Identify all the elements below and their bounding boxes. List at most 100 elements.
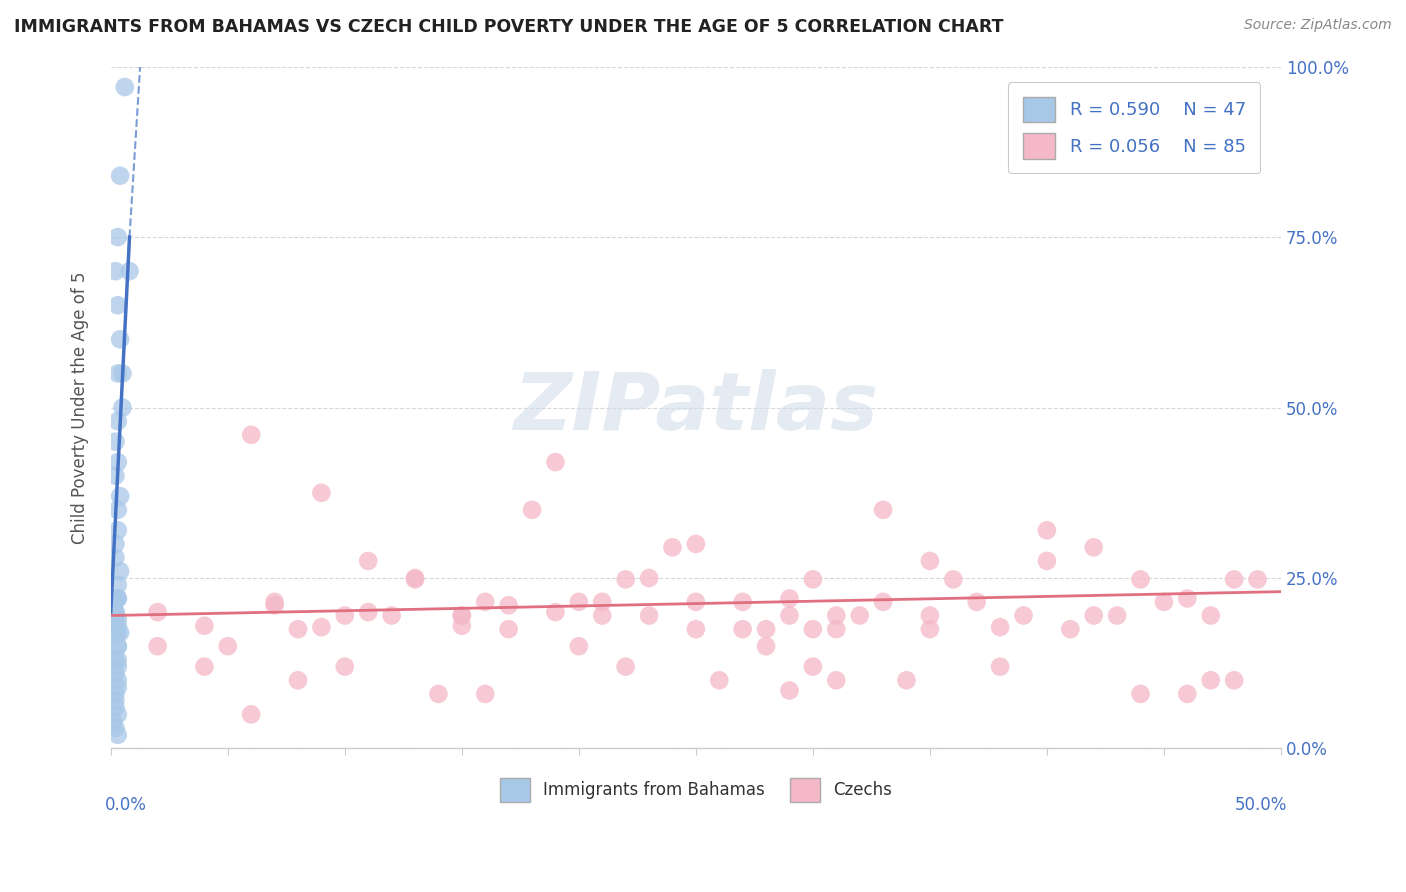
Point: [848, 608, 870, 623]
Point: [107, 503, 129, 517]
Point: [104, 591, 127, 606]
Point: [404, 573, 426, 587]
Point: [825, 608, 848, 623]
Point: [1175, 591, 1198, 606]
Point: [104, 605, 127, 619]
Point: [107, 639, 129, 653]
Point: [357, 554, 380, 568]
Point: [638, 608, 661, 623]
Point: [146, 639, 169, 653]
Point: [107, 367, 129, 381]
Text: 50.0%: 50.0%: [1234, 797, 1286, 814]
Point: [520, 503, 543, 517]
Point: [918, 554, 941, 568]
Point: [614, 659, 637, 673]
Point: [872, 595, 894, 609]
Point: [801, 622, 824, 636]
Point: [193, 619, 215, 633]
Text: IMMIGRANTS FROM BAHAMAS VS CZECH CHILD POVERTY UNDER THE AGE OF 5 CORRELATION CH: IMMIGRANTS FROM BAHAMAS VS CZECH CHILD P…: [14, 18, 1004, 36]
Point: [107, 414, 129, 428]
Point: [104, 700, 127, 714]
Point: [104, 687, 127, 701]
Point: [1059, 622, 1081, 636]
Point: [779, 608, 801, 623]
Point: [801, 659, 824, 673]
Point: [450, 619, 472, 633]
Point: [107, 523, 129, 537]
Point: [104, 537, 127, 551]
Point: [988, 659, 1011, 673]
Point: [755, 639, 778, 653]
Point: [108, 564, 131, 578]
Point: [731, 595, 754, 609]
Point: [104, 694, 127, 708]
Legend: Immigrants from Bahamas, Czechs: Immigrants from Bahamas, Czechs: [494, 772, 898, 808]
Point: [544, 605, 567, 619]
Point: [801, 573, 824, 587]
Point: [311, 620, 333, 634]
Point: [1083, 608, 1105, 623]
Point: [404, 571, 426, 585]
Point: [107, 619, 129, 633]
Point: [107, 230, 129, 244]
Point: [872, 503, 894, 517]
Point: [104, 612, 127, 626]
Point: [1129, 573, 1152, 587]
Point: [825, 622, 848, 636]
Point: [568, 639, 591, 653]
Point: [614, 573, 637, 587]
Point: [107, 455, 129, 469]
Point: [104, 721, 127, 735]
Point: [104, 468, 127, 483]
Point: [685, 622, 707, 636]
Point: [591, 595, 613, 609]
Point: [287, 622, 309, 636]
Point: [107, 612, 129, 626]
Point: [104, 550, 127, 565]
Point: [474, 595, 496, 609]
Point: [591, 608, 613, 623]
Point: [1246, 573, 1268, 587]
Point: [544, 455, 567, 469]
Point: [1175, 687, 1198, 701]
Point: [333, 659, 356, 673]
Y-axis label: Child Poverty Under the Age of 5: Child Poverty Under the Age of 5: [72, 271, 89, 544]
Point: [1223, 673, 1246, 688]
Point: [966, 595, 988, 609]
Point: [918, 608, 941, 623]
Point: [381, 608, 404, 623]
Point: [107, 625, 129, 640]
Point: [107, 591, 129, 606]
Point: [114, 80, 136, 95]
Point: [311, 485, 333, 500]
Point: [263, 595, 285, 609]
Point: [107, 591, 129, 606]
Point: [1107, 608, 1129, 623]
Point: [104, 666, 127, 681]
Point: [709, 673, 731, 688]
Point: [108, 169, 131, 183]
Point: [111, 401, 134, 415]
Point: [287, 673, 309, 688]
Point: [988, 620, 1011, 634]
Point: [107, 728, 129, 742]
Point: [685, 595, 707, 609]
Point: [107, 639, 129, 653]
Point: [896, 673, 918, 688]
Point: [107, 673, 129, 688]
Point: [1223, 573, 1246, 587]
Point: [1083, 541, 1105, 555]
Point: [568, 595, 591, 609]
Point: [333, 608, 356, 623]
Point: [1199, 608, 1222, 623]
Point: [104, 264, 127, 278]
Point: [118, 264, 141, 278]
Point: [755, 622, 778, 636]
Point: [107, 707, 129, 722]
Point: [263, 599, 285, 613]
Point: [918, 622, 941, 636]
Point: [104, 605, 127, 619]
Point: [217, 639, 239, 653]
Point: [107, 659, 129, 673]
Point: [108, 489, 131, 503]
